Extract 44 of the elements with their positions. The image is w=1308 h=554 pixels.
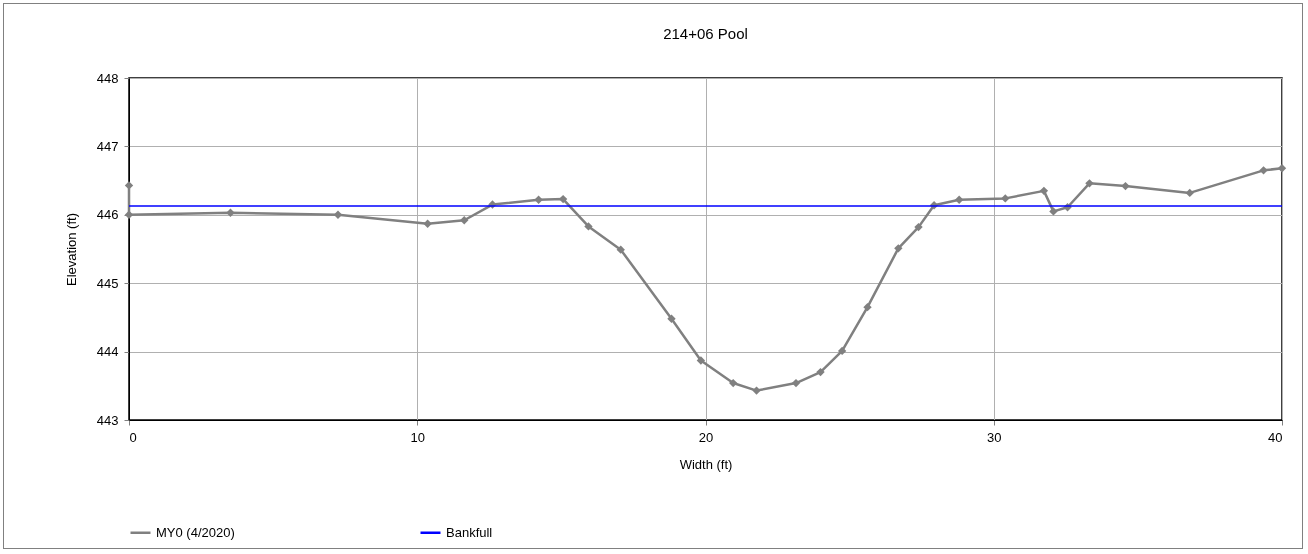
point: [1277, 164, 1287, 173]
point: [894, 244, 903, 253]
point: [667, 314, 676, 323]
y-tick-label: 447: [96, 138, 119, 154]
point: [460, 216, 469, 225]
chart-title: 214+06 Pool: [663, 25, 748, 42]
legend-label: MY0 (4/2020): [156, 524, 235, 540]
point: [1259, 166, 1268, 175]
point: [1039, 186, 1049, 196]
y-axis-title: Elevation (ft): [63, 213, 79, 286]
point: [837, 346, 847, 356]
y-tick-label: 446: [96, 207, 119, 223]
point: [1001, 194, 1010, 203]
y-tick-label: 443: [96, 412, 119, 428]
x-tick-label: 10: [410, 429, 425, 445]
point: [124, 210, 134, 219]
point: [124, 181, 134, 190]
point: [816, 367, 825, 377]
y-tick-label: 448: [96, 70, 119, 86]
point: [1185, 188, 1194, 198]
point: [752, 386, 761, 395]
x-tick-label: 40: [1268, 429, 1283, 445]
point: [584, 222, 593, 231]
y-tick-label: 445: [96, 275, 119, 291]
point: [1085, 179, 1094, 188]
point: [863, 302, 872, 312]
x-axis-title: Width (ft): [679, 456, 733, 472]
x-tick-label: 20: [698, 429, 714, 445]
point: [1049, 207, 1058, 216]
point: [616, 245, 625, 254]
point: [226, 208, 235, 217]
point: [534, 195, 543, 204]
point: [333, 210, 343, 219]
point: [954, 195, 964, 204]
x-tick-label: 0: [129, 429, 137, 445]
point: [696, 356, 706, 365]
point: [914, 222, 923, 232]
point: [728, 378, 738, 388]
x-tick-label: 30: [987, 429, 1002, 445]
y-tick-label: 444: [96, 344, 119, 360]
point: [423, 219, 432, 228]
point: [791, 378, 801, 388]
point: [1121, 181, 1130, 191]
legend-label: Bankfull: [446, 524, 493, 540]
